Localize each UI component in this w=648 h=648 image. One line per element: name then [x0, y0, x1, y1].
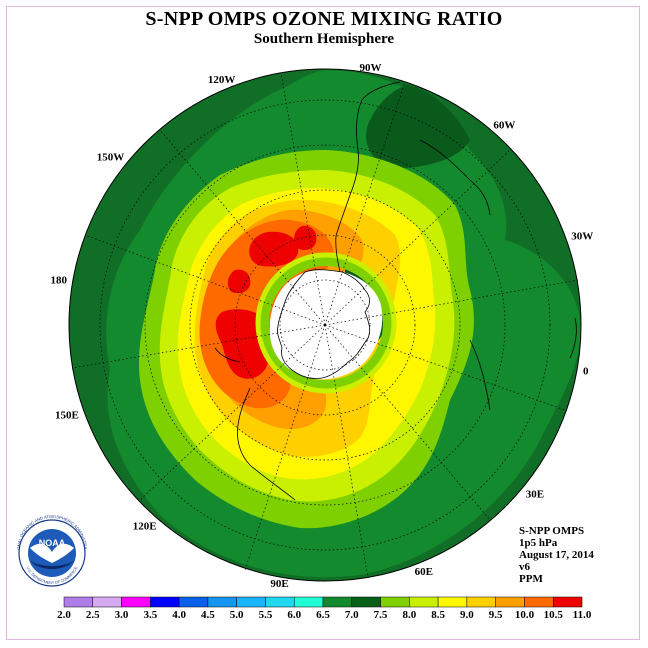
lon-label-0: 90W [360, 62, 382, 74]
lon-label-5: 60E [415, 566, 433, 578]
lon-label-1: 60W [493, 119, 515, 131]
page-title: S-NPP OMPS OZONE MIXING RATIO [145, 8, 503, 30]
lon-label-10: 150W [97, 152, 125, 164]
figure-frame [6, 6, 640, 640]
lon-label-7: 120E [133, 521, 157, 533]
lon-label-6: 90E [270, 578, 288, 590]
graticule [71, 72, 579, 579]
lon-label-11: 120W [208, 74, 236, 86]
longitude-labels: 90W 60W 30W 0 30E 60E 90E 120E 150E 180 150W 120W [51, 62, 594, 590]
field-10-5-north-small [294, 225, 317, 250]
field-7-5-vortex-ring [259, 256, 393, 390]
info-version: v6 [519, 561, 530, 573]
page-subtitle: Southern Hemisphere [253, 31, 395, 47]
info-units: PPM [519, 573, 543, 585]
field-8-0-vortex-ring [255, 252, 397, 394]
lon-label-4: 30E [526, 488, 544, 500]
field-10-5-west [227, 269, 251, 294]
field-7-0-region [366, 85, 470, 169]
product-info: S-NPP OMPS 1p5 hPa August 17, 2014 v6 PP… [519, 525, 594, 585]
lon-label-9: 180 [51, 275, 68, 287]
lon-label-3: 0 [583, 366, 589, 378]
field-10-5-north [249, 231, 299, 267]
map-border [68, 68, 582, 582]
info-date: August 17, 2014 [519, 549, 594, 561]
ozone-field [69, 69, 581, 581]
info-product: S-NPP OMPS [519, 525, 585, 537]
lon-label-2: 30W [571, 230, 593, 242]
info-level: 1p5 hPa [519, 537, 558, 549]
lon-label-8: 150E [55, 410, 79, 422]
